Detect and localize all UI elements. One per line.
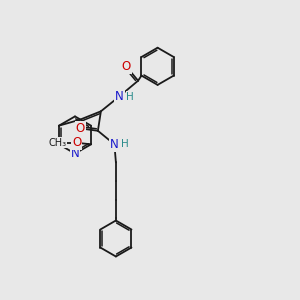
Text: CH₃: CH₃ — [48, 138, 66, 148]
Text: O: O — [122, 60, 131, 73]
Text: H: H — [126, 92, 134, 102]
Text: H: H — [121, 139, 129, 149]
Text: N: N — [70, 147, 80, 160]
Text: O: O — [76, 122, 85, 135]
Text: N: N — [110, 138, 119, 151]
Text: O: O — [72, 136, 81, 149]
Text: N: N — [115, 90, 124, 103]
